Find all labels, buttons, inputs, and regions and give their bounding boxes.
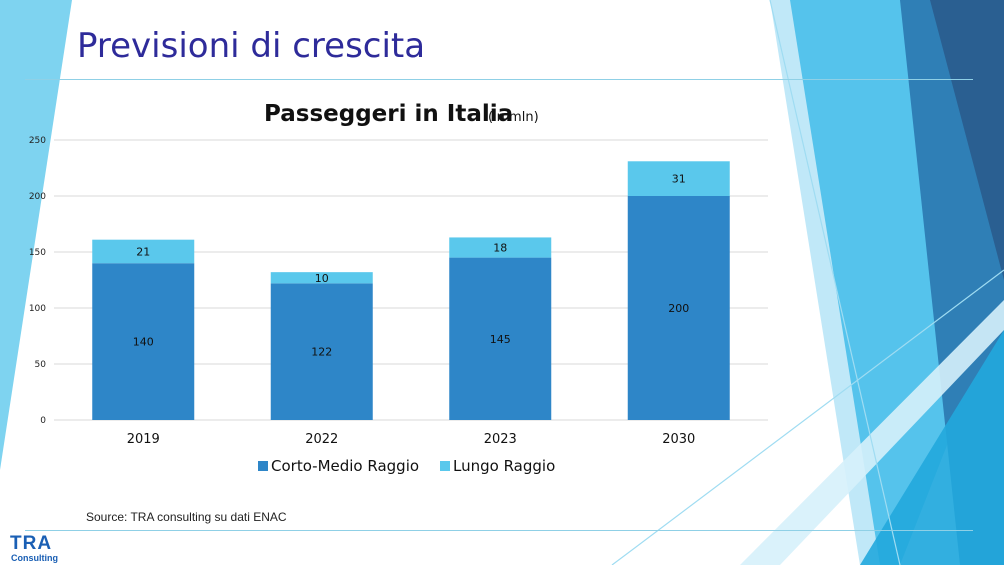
decor-line-2 (611, 269, 1004, 565)
bar-segment (92, 263, 195, 420)
data-label: 122 (311, 346, 332, 359)
data-label: 31 (672, 173, 686, 186)
legend-label: Corto-Medio Raggio (271, 457, 419, 475)
data-label: 10 (315, 272, 329, 285)
title-divider (25, 79, 973, 80)
bar-segment (627, 196, 730, 420)
y-tick-label: 200 (29, 192, 46, 202)
legend-swatch (440, 461, 450, 471)
legend-label: Lungo Raggio (453, 457, 555, 475)
data-label: 18 (493, 242, 507, 255)
bar-segment (449, 257, 552, 420)
left-stripe (0, 0, 72, 470)
right-shape-cyan (860, 330, 1004, 565)
chart-title: Passeggeri in Italia (264, 101, 513, 127)
x-tick-label: 2023 (484, 432, 517, 447)
source-note: Source: TRA consulting su dati ENAC (86, 510, 287, 524)
y-tick-label: 50 (35, 360, 47, 370)
logo-sub-text: Consulting (11, 553, 58, 563)
right-shape-pale (740, 300, 1004, 565)
y-tick-label: 0 (40, 416, 46, 426)
bar-segment (270, 283, 373, 420)
x-tick-label: 2022 (305, 432, 338, 447)
footer-divider (25, 530, 973, 531)
x-tick-label: 2019 (127, 432, 160, 447)
bar-segment (92, 239, 195, 264)
bar-segment (449, 237, 552, 258)
page-title: Previsioni di crescita (77, 26, 426, 66)
logo-main-text: TRA (10, 533, 53, 554)
x-tick-label: 2030 (662, 432, 695, 447)
tra-logo: TRA Consulting (10, 534, 80, 563)
right-shape-dark (930, 0, 1004, 280)
y-tick-label: 250 (29, 136, 46, 146)
legend-swatch (258, 461, 268, 471)
data-label: 21 (136, 245, 150, 258)
bar-segment (270, 272, 373, 284)
data-label: 200 (668, 302, 689, 315)
data-label: 145 (490, 333, 511, 346)
y-tick-label: 150 (29, 248, 46, 258)
chart-subtitle: (in mln) (488, 110, 539, 125)
data-label: 140 (133, 336, 154, 349)
decor-line-1 (769, 0, 901, 565)
bar-segment (627, 161, 730, 196)
y-tick-label: 100 (29, 304, 46, 314)
